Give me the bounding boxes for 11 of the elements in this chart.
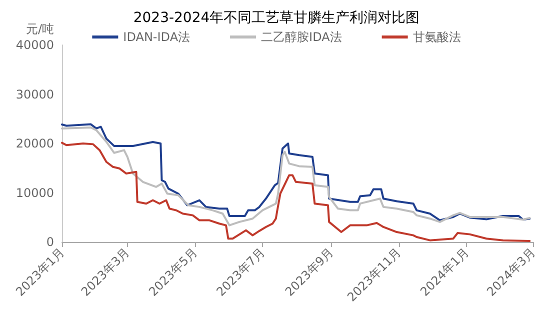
legend-label: IDAN-IDA法 [123,30,190,44]
chart-title: 2023-2024年不同工艺草甘膦生产利润对比图 [133,10,420,26]
legend-label: 二乙醇胺IDA法 [261,30,342,44]
y-tick-label: 20000 [16,136,54,150]
line-series [61,142,531,242]
y-tick-label: 10000 [16,186,54,200]
y-axis-title: 元/吨 [26,22,54,36]
legend-label: 甘氨酸法 [412,30,461,44]
y-tick-label: 40000 [16,38,54,52]
y-tick-label: 0 [46,235,54,249]
y-tick-label: 30000 [16,87,54,102]
